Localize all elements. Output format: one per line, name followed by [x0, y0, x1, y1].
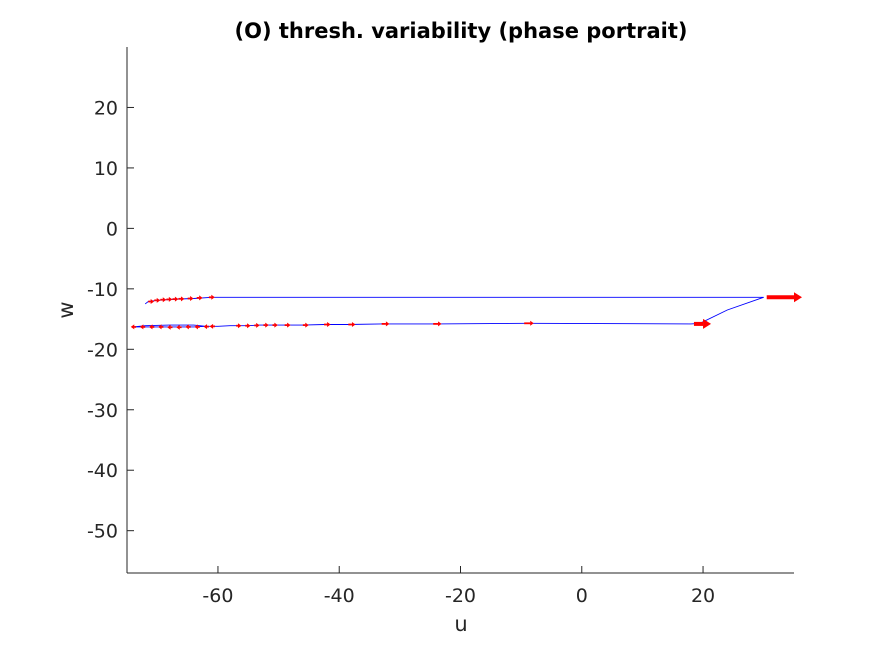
velocity-arrow [187, 296, 194, 302]
x-tick-label: -20 [445, 585, 476, 607]
velocity-arrow [160, 297, 167, 303]
arrow-head [130, 324, 135, 330]
velocity-arrow [176, 324, 182, 330]
velocity-arrow [139, 324, 146, 330]
velocity-arrow [166, 296, 173, 302]
velocity-arrow [766, 292, 802, 303]
y-tick-label: 10 [94, 158, 118, 180]
velocity-arrow [196, 295, 203, 301]
y-tick-label: -10 [87, 279, 118, 301]
velocity-arrow [154, 297, 161, 303]
x-tick-label: -40 [324, 585, 355, 607]
y-tick-label: -50 [87, 521, 118, 543]
arrow-head [327, 322, 331, 328]
arrow-head [194, 324, 198, 330]
arrow-head [351, 322, 356, 328]
velocity-arrow [209, 323, 215, 329]
velocity-arrow [693, 318, 712, 329]
arrow-head [256, 322, 260, 328]
arrow-head [237, 323, 242, 329]
arrow-head [156, 297, 161, 303]
x-axis-label: u [454, 612, 467, 636]
arrow-head [150, 299, 155, 305]
velocity-arrow [167, 324, 173, 330]
arrow-head [265, 322, 269, 328]
arrow-head [139, 324, 144, 330]
velocity-arrow [208, 294, 215, 300]
velocity-arrow [178, 296, 185, 302]
arrow-head [162, 297, 167, 303]
velocity-arrow [381, 321, 390, 327]
velocity-arrow [236, 323, 242, 329]
arrow-head [530, 320, 534, 326]
y-tick-label: -20 [87, 339, 118, 361]
velocity-arrow [194, 324, 200, 330]
velocity-arrow [148, 324, 155, 330]
y-axis-label: w [54, 301, 78, 318]
arrow-head [158, 324, 162, 330]
arrow-head [168, 296, 173, 302]
x-tick-label: -60 [202, 585, 233, 607]
chart-title: (O) thresh. variability (phase portrait) [235, 19, 688, 43]
arrow-head [385, 321, 390, 327]
velocity-arrow [172, 296, 179, 302]
velocity-arrow [272, 322, 278, 328]
arrow-head [209, 323, 214, 329]
arrow-head [148, 324, 153, 330]
y-tick-label: -30 [87, 400, 118, 422]
arrow-head [185, 324, 189, 330]
x-tick-label: 20 [691, 585, 715, 607]
y-axis: -50 -40 -30 -20 -10 0 10 20 [87, 47, 134, 573]
plot-area [130, 292, 802, 330]
arrow-head [199, 295, 203, 301]
velocity-arrow [148, 299, 155, 305]
velocity-arrow [185, 324, 191, 330]
y-tick-label: 0 [106, 218, 118, 240]
velocity-arrow [284, 322, 291, 328]
x-tick-label: 0 [576, 585, 588, 607]
arrow-head [167, 324, 171, 330]
y-tick-label: -40 [87, 460, 118, 482]
arrow-head [176, 324, 180, 330]
y-tick-label: 20 [94, 97, 118, 119]
x-axis: -60 -40 -20 0 20 [127, 566, 794, 607]
arrow-head [180, 296, 185, 302]
velocity-arrow [254, 322, 260, 328]
velocity-arrow [263, 322, 269, 328]
arrow-head [274, 322, 278, 328]
arrow-head [703, 318, 712, 329]
velocity-arrow [348, 322, 356, 328]
arrow-head [305, 322, 309, 328]
arrow-head [247, 323, 251, 329]
velocity-arrow [524, 320, 534, 326]
arrow-head [190, 296, 194, 302]
arrow-head [203, 324, 208, 330]
velocity-arrow [302, 322, 309, 328]
velocity-arrow [158, 324, 164, 330]
velocity-arrow [245, 323, 251, 329]
arrow-head [438, 321, 442, 327]
velocity-arrow [130, 324, 137, 330]
arrow-head [174, 296, 179, 302]
arrow-head [211, 294, 215, 300]
velocity-arrow [324, 322, 331, 328]
trajectory-line [133, 296, 764, 328]
velocity-arrow [433, 321, 442, 327]
arrow-head [794, 292, 802, 303]
arrow-head [287, 322, 291, 328]
velocity-arrow [203, 324, 209, 330]
